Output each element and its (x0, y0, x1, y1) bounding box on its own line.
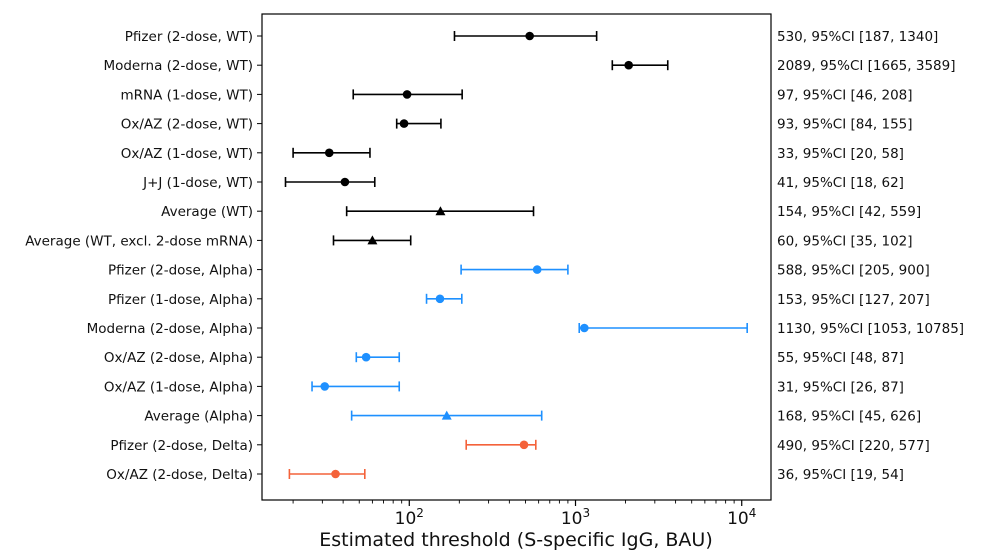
category-label: Pfizer (2-dose, Delta) (110, 438, 253, 454)
category-label: Ox/AZ (2-dose, WT) (121, 117, 253, 133)
estimate-point (341, 178, 350, 187)
estimate-point (624, 61, 633, 70)
estimate-point (362, 353, 371, 362)
category-labels: Pfizer (2-dose, WT) Moderna (2-dose, WT) m… (25, 29, 253, 483)
chart-marks (257, 31, 747, 479)
estimate-point (325, 149, 334, 158)
value-annotation: 1130, 95%CI [1053, 10785] (777, 321, 964, 337)
category-label: Average (WT, excl. 2-dose mRNA) (25, 233, 253, 249)
plot-frame (262, 14, 771, 500)
value-annotation: 93, 95%CI [84, 155] (777, 117, 913, 133)
category-label: J+J (1-dose, WT) (142, 175, 253, 191)
category-label: Ox/AZ (2-dose, Alpha) (104, 350, 253, 366)
estimate-point (580, 324, 589, 333)
estimate-point (436, 295, 445, 304)
value-annotations: 530, 95%CI [187, 1340] 2089, 95%CI [1665,… (777, 29, 964, 483)
category-label: Moderna (2-dose, WT) (103, 58, 253, 74)
estimate-point (520, 441, 529, 450)
value-annotation: 33, 95%CI [20, 58] (777, 146, 904, 162)
estimate-point (533, 265, 542, 274)
value-annotation: 490, 95%CI [220, 577] (777, 438, 930, 454)
x-tick-label: 104 (727, 506, 756, 529)
x-axis-title: Estimated threshold (S-specific IgG, BAU… (319, 529, 713, 551)
category-label: Ox/AZ (2-dose, Delta) (106, 467, 253, 483)
value-annotation: 36, 95%CI [19, 54] (777, 467, 904, 483)
category-label: Ox/AZ (1-dose, Alpha) (104, 379, 253, 395)
value-annotation: 530, 95%CI [187, 1340] (777, 29, 938, 45)
category-label: Average (WT) (161, 204, 253, 220)
category-label: Pfizer (1-dose, Alpha) (108, 292, 253, 308)
value-annotation: 588, 95%CI [205, 900] (777, 263, 930, 279)
value-annotation: 153, 95%CI [127, 207] (777, 292, 930, 308)
x-tick-label: 102 (395, 506, 424, 529)
estimate-point (403, 90, 412, 99)
category-label: Moderna (2-dose, Alpha) (87, 321, 253, 337)
value-annotation: 97, 95%CI [46, 208] (777, 87, 913, 103)
estimate-point (525, 32, 534, 41)
category-label: Pfizer (2-dose, WT) (125, 29, 253, 45)
value-annotation: 168, 95%CI [45, 626] (777, 409, 921, 425)
value-annotation: 41, 95%CI [18, 62] (777, 175, 904, 191)
value-annotation: 60, 95%CI [35, 102] (777, 233, 913, 249)
estimate-point (331, 470, 340, 479)
x-tick-label: 103 (561, 506, 590, 529)
category-label: Pfizer (2-dose, Alpha) (108, 263, 253, 279)
category-label: mRNA (1-dose, WT) (121, 87, 254, 103)
value-annotation: 31, 95%CI [26, 87] (777, 379, 904, 395)
x-axis-ticks: 102 103 104 (293, 500, 756, 529)
estimate-point (400, 119, 409, 128)
value-annotation: 154, 95%CI [42, 559] (777, 204, 921, 220)
category-label: Ox/AZ (1-dose, WT) (121, 146, 253, 162)
value-annotation: 55, 95%CI [48, 87] (777, 350, 904, 366)
estimate-point (320, 382, 329, 391)
value-annotation: 2089, 95%CI [1665, 3589] (777, 58, 955, 74)
category-label: Average (Alpha) (144, 409, 253, 425)
